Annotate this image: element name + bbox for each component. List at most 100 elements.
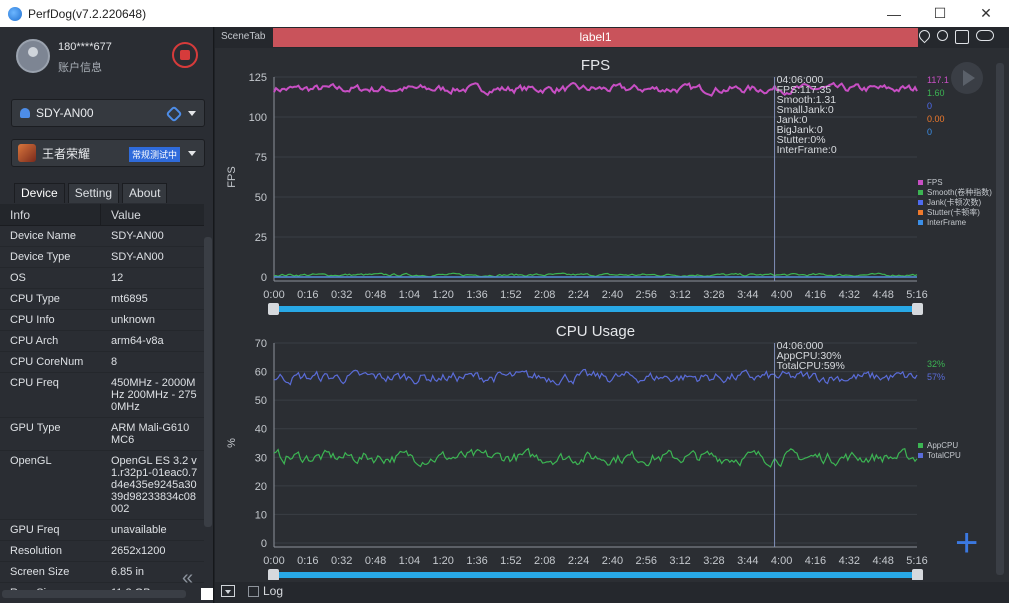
x-tick-label: 1:20 bbox=[432, 289, 453, 301]
x-tick-label: 4:00 bbox=[771, 555, 792, 567]
device-select[interactable]: SDY-AN00 bbox=[11, 99, 205, 127]
scene-bar: SceneTab label1 bbox=[215, 27, 1009, 48]
main-vertical-scrollbar[interactable] bbox=[996, 63, 1004, 575]
x-tick-label: 1:04 bbox=[399, 289, 420, 301]
y-tick-label: 50 bbox=[255, 192, 267, 204]
slider-handle-left bbox=[268, 303, 279, 315]
scene-label[interactable]: label1 bbox=[273, 28, 918, 47]
x-tick-label: 1:52 bbox=[500, 289, 521, 301]
left-panel: 180****677 账户信息 SDY-AN00 王者荣耀 常规测试中 Devi… bbox=[0, 27, 214, 603]
legend-entry: FPS bbox=[927, 178, 943, 187]
scene-tab[interactable]: SceneTab bbox=[221, 31, 266, 42]
x-tick-label: 4:48 bbox=[872, 289, 893, 301]
horizontal-scrollbar[interactable] bbox=[2, 590, 186, 598]
table-row[interactable]: CPU Info unknown bbox=[0, 310, 204, 331]
cursor-readout: BigJank:0 bbox=[777, 124, 823, 136]
tab-device[interactable]: Device bbox=[14, 183, 65, 203]
y-axis-label: % bbox=[226, 438, 238, 448]
x-tick-label: 2:56 bbox=[636, 289, 657, 301]
x-tick-label: 2:40 bbox=[602, 555, 623, 567]
x-tick-label: 5:16 bbox=[906, 555, 927, 567]
dropdown-toggle[interactable] bbox=[221, 585, 235, 597]
table-row[interactable]: Screen Size 6.85 in bbox=[0, 562, 204, 583]
legend-entry: Jank(卡顿次数) bbox=[927, 197, 982, 207]
y-tick-label: 0 bbox=[261, 538, 267, 550]
y-tick-label: 0 bbox=[261, 272, 267, 284]
x-tick-label: 0:00 bbox=[263, 555, 284, 567]
y-tick-label: 40 bbox=[255, 424, 267, 436]
collapse-panel-icon[interactable]: « bbox=[182, 567, 194, 589]
row-key: Device Type bbox=[10, 251, 71, 263]
row-value: OpenGL ES 3.2 v1.r32p1-01eac0.7d4e435e92… bbox=[111, 455, 198, 515]
x-tick-label: 2:24 bbox=[568, 555, 589, 567]
table-row[interactable]: Device Type SDY-AN00 bbox=[0, 247, 204, 268]
user-info: 180****677 账户信息 bbox=[16, 39, 206, 79]
table-row[interactable]: Device Name SDY-AN00 bbox=[0, 226, 204, 247]
add-chart-button[interactable]: + bbox=[955, 521, 979, 565]
app-select-value: 王者荣耀 bbox=[42, 146, 91, 161]
lightbulb-icon[interactable] bbox=[937, 30, 948, 41]
left-tabs: Device Setting About bbox=[14, 183, 170, 203]
cursor-readout: 04:06:000 bbox=[777, 340, 824, 352]
play-button[interactable] bbox=[951, 62, 983, 94]
avatar[interactable] bbox=[16, 39, 50, 73]
app-select[interactable]: 王者荣耀 常规测试中 bbox=[11, 139, 205, 167]
table-row[interactable]: CPU Type mt6895 bbox=[0, 289, 204, 310]
table-row[interactable]: OpenGL OpenGL ES 3.2 v1.r32p1-01eac0.7d4e… bbox=[0, 451, 204, 520]
table-row[interactable]: CPU Arch arm64-v8a bbox=[0, 331, 204, 352]
link-icon[interactable] bbox=[165, 105, 183, 123]
x-tick-label: 4:16 bbox=[805, 555, 826, 567]
table-row[interactable]: CPU Freq 450MHz - 2000MHz 200MHz - 2750MH… bbox=[0, 373, 204, 418]
tab-about[interactable]: About bbox=[122, 183, 168, 203]
y-tick-label: 20 bbox=[255, 481, 267, 493]
bottom-bar: Log bbox=[215, 582, 1009, 603]
x-tick-label: 1:52 bbox=[500, 555, 521, 567]
location-pin-icon[interactable] bbox=[916, 27, 933, 44]
y-tick-label: 60 bbox=[255, 367, 267, 379]
account-info-link[interactable]: 账户信息 bbox=[58, 62, 102, 74]
cursor-readout: SmallJank:0 bbox=[777, 104, 834, 116]
current-value-label: 32% bbox=[927, 359, 945, 369]
table-row[interactable]: Resolution 2652x1200 bbox=[0, 541, 204, 562]
table-row[interactable]: GPU Freq unavailable bbox=[0, 520, 204, 541]
y-tick-label: 30 bbox=[255, 452, 267, 464]
vertical-scrollbar[interactable] bbox=[204, 237, 212, 527]
row-value: 11.2 GB bbox=[101, 583, 204, 590]
chevron-down-icon bbox=[188, 111, 196, 116]
row-value: mt6895 bbox=[111, 293, 148, 305]
x-tick-label: 0:32 bbox=[331, 555, 352, 567]
x-tick-label: 4:32 bbox=[839, 555, 860, 567]
current-value-label: 0 bbox=[927, 101, 932, 111]
current-value-label: 0 bbox=[927, 127, 932, 137]
column-header-info[interactable]: Info bbox=[0, 204, 101, 226]
table-row[interactable]: GPU Type ARM Mali-G610 MC6 bbox=[0, 418, 204, 451]
cursor-readout: 04:06:000 bbox=[777, 74, 824, 86]
x-tick-label: 0:16 bbox=[297, 289, 318, 301]
row-value: unavailable bbox=[111, 524, 167, 536]
log-checkbox[interactable] bbox=[248, 586, 259, 597]
chevron-down-icon bbox=[188, 151, 196, 156]
row-key: CPU Freq bbox=[10, 377, 59, 389]
table-row[interactable]: CPU CoreNum 8 bbox=[0, 352, 204, 373]
x-tick-label: 0:48 bbox=[365, 289, 386, 301]
legend-swatch bbox=[918, 443, 923, 448]
folder-icon[interactable] bbox=[955, 30, 969, 44]
cloud-icon[interactable] bbox=[976, 30, 994, 41]
tab-setting[interactable]: Setting bbox=[67, 183, 120, 203]
minimize-button[interactable]: — bbox=[887, 5, 901, 22]
table-row[interactable]: OS 12 bbox=[0, 268, 204, 289]
x-tick-label: 1:36 bbox=[466, 555, 487, 567]
table-row[interactable]: Ram Size11.2 GB bbox=[0, 583, 204, 590]
fps-chart: FPS FPS 0 25 50 75 100 125 0:00 0:16 0:32 0:48 1:04 1… bbox=[226, 57, 992, 315]
y-axis-label: FPS bbox=[226, 166, 238, 187]
slider-handle-left bbox=[268, 569, 279, 580]
x-tick-label: 2:56 bbox=[636, 555, 657, 567]
close-button[interactable]: ✕ bbox=[980, 5, 992, 21]
row-value: SDY-AN00 bbox=[111, 230, 164, 242]
column-header-value[interactable]: Value bbox=[111, 207, 141, 222]
row-value: 450MHz - 2000MHz 200MHz - 2750MHz bbox=[111, 377, 197, 413]
window-title: PerfDog(v7.2.220648) bbox=[28, 6, 147, 21]
maximize-button[interactable]: ☐ bbox=[933, 5, 947, 21]
user-phone: 180****677 bbox=[58, 41, 112, 53]
stop-record-button[interactable] bbox=[172, 42, 198, 68]
